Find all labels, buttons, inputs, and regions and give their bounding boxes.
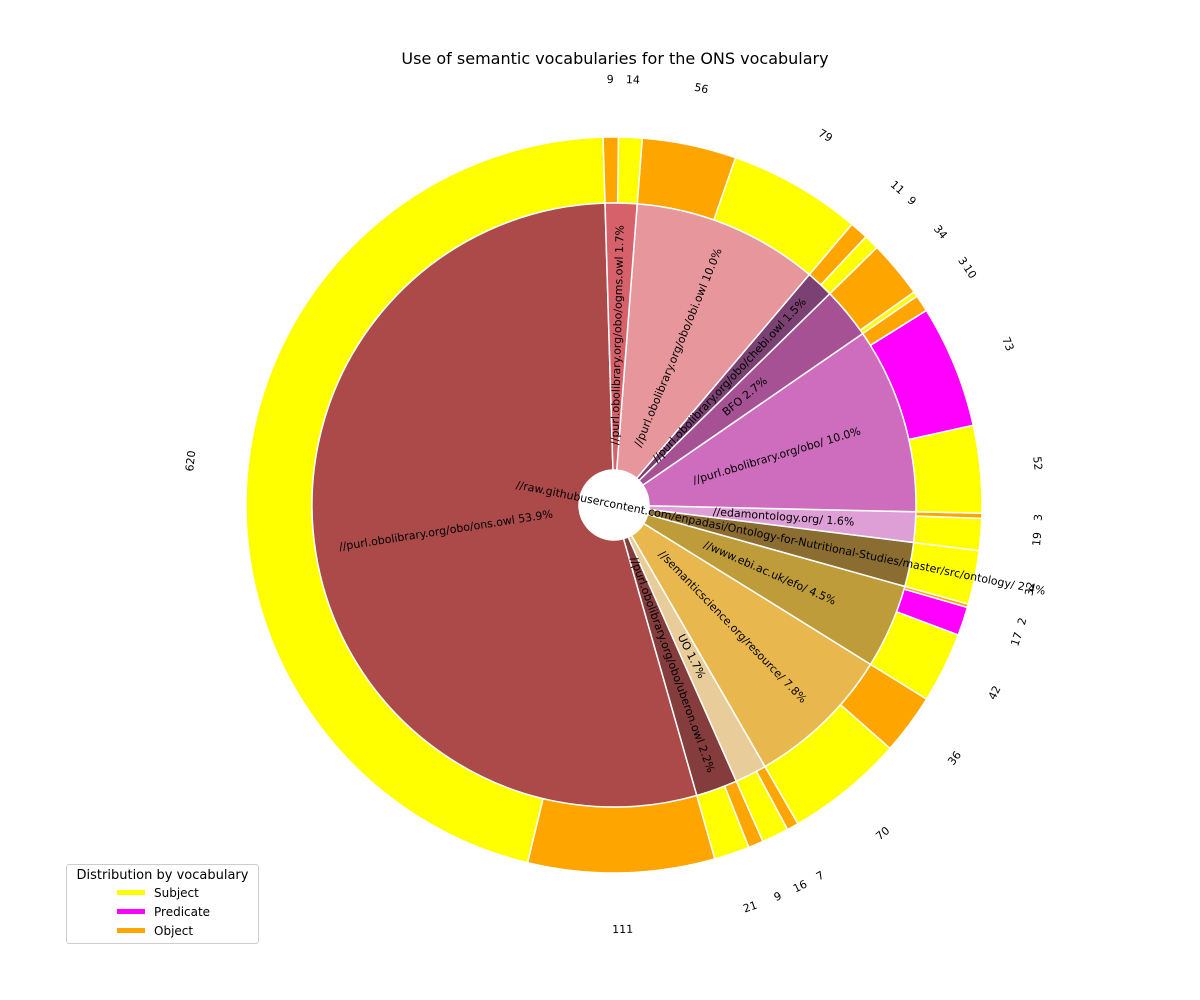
outer-value-label: 10	[961, 262, 980, 281]
outer-value-label: 17	[1008, 630, 1025, 647]
outer-value-label: 7	[814, 869, 826, 884]
legend-item-object: Object	[67, 921, 258, 940]
outer-value-label: 2	[1015, 616, 1029, 626]
chart-title: Use of semantic vocabularies for the ONS…	[401, 49, 828, 68]
outer-value-label: 36	[945, 749, 964, 768]
legend-label-subject: Subject	[154, 885, 199, 900]
outer-value-label: 111	[612, 923, 633, 936]
legend: Distribution by vocabulary Subject Predi…	[66, 864, 259, 944]
inner-slice-semanticscience-org-resource	[630, 522, 872, 768]
legend-item-subject: Subject	[67, 883, 258, 902]
vocab-label-purl-obolibrary-org-obo-ogms-owl: //purl.obolibrary.org/obo/ogms.owl 1.7%	[608, 225, 626, 445]
legend-title: Distribution by vocabulary	[76, 868, 249, 883]
legend-swatch-object	[117, 928, 145, 933]
outer-value-label: 32	[1022, 581, 1038, 597]
outer-value-label: 14	[626, 73, 641, 87]
inner-slice-purl-obolibrary-org-obo-obi-owl	[615, 203, 811, 480]
outer-value-label: 56	[693, 81, 709, 97]
outer-slice-subject	[907, 424, 983, 515]
outer-value-label: 620	[183, 450, 198, 472]
legend-swatch-subject	[117, 890, 145, 895]
outer-value-label: 9	[905, 194, 919, 208]
outer-value-label: 42	[986, 684, 1004, 702]
outer-value-label: 79	[816, 127, 835, 145]
outer-value-label: 16	[791, 878, 809, 896]
outer-value-label: 19	[1030, 532, 1044, 547]
outer-slice-object	[602, 136, 620, 204]
legend-item-predicate: Predicate	[67, 902, 258, 921]
legend-label-object: Object	[154, 923, 194, 938]
outer-slice-subject	[616, 136, 644, 205]
legend-label-predicate: Predicate	[154, 904, 211, 919]
outer-value-label: 9	[607, 73, 614, 86]
outer-value-label: 73	[999, 335, 1016, 353]
outer-value-label: 34	[931, 223, 950, 242]
outer-value-label: 3	[1032, 514, 1045, 521]
outer-ring	[245, 136, 983, 874]
legend-swatch-predicate	[117, 909, 145, 914]
outer-value-label: 52	[1030, 456, 1044, 471]
inner-slice-purl-obolibrary-org-obo	[641, 332, 917, 513]
inner-slice-purl-obolibrary-org-obo-ons-owl	[311, 202, 698, 808]
inner-slice-purl-obolibrary-org-obo-ogms-owl	[604, 202, 639, 471]
inner-ring	[311, 202, 917, 808]
outer-value-label: 11	[888, 178, 907, 197]
outer-value-label: 9	[772, 889, 783, 904]
outer-value-label: 70	[873, 824, 892, 843]
outer-value-label: 21	[741, 899, 758, 916]
